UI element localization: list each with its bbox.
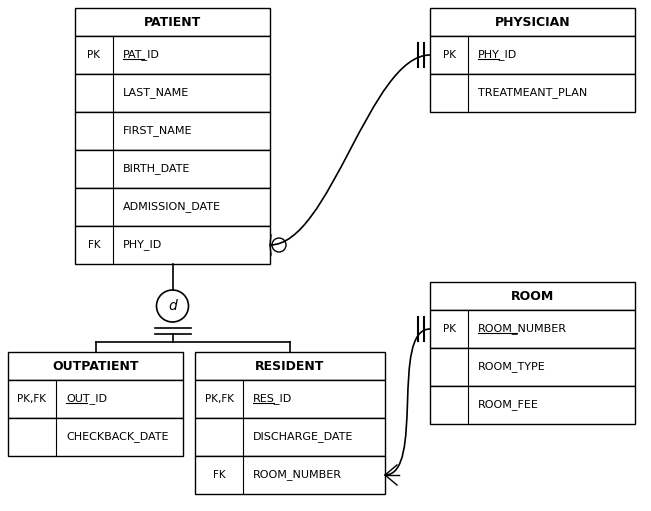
Text: CHECKBACK_DATE: CHECKBACK_DATE xyxy=(66,432,169,443)
Text: RESIDENT: RESIDENT xyxy=(255,360,325,373)
Bar xyxy=(75,74,270,112)
Bar xyxy=(75,150,270,188)
Text: PATIENT: PATIENT xyxy=(144,15,201,29)
Text: ADMISSION_DATE: ADMISSION_DATE xyxy=(123,201,221,213)
Text: OUT_ID: OUT_ID xyxy=(66,393,107,404)
Text: d: d xyxy=(168,299,177,313)
Text: RES_ID: RES_ID xyxy=(253,393,292,404)
Text: ROOM_NUMBER: ROOM_NUMBER xyxy=(253,470,342,480)
Text: FIRST_NAME: FIRST_NAME xyxy=(123,126,193,136)
Bar xyxy=(430,348,635,386)
Bar xyxy=(75,226,270,264)
Text: PHYSICIAN: PHYSICIAN xyxy=(495,15,570,29)
Bar xyxy=(195,380,385,418)
Text: PK: PK xyxy=(443,324,456,334)
Bar xyxy=(430,8,635,36)
Text: PK: PK xyxy=(87,50,100,60)
Text: OUTPATIENT: OUTPATIENT xyxy=(52,360,139,373)
Text: DISCHARGE_DATE: DISCHARGE_DATE xyxy=(253,432,353,443)
Bar xyxy=(195,456,385,494)
Text: ROOM_FEE: ROOM_FEE xyxy=(478,400,539,410)
Text: ROOM_TYPE: ROOM_TYPE xyxy=(478,362,546,373)
Bar xyxy=(195,352,385,380)
Text: PK,FK: PK,FK xyxy=(204,394,234,404)
Bar xyxy=(430,386,635,424)
Bar xyxy=(430,36,635,74)
Text: ROOM: ROOM xyxy=(511,290,554,303)
Bar xyxy=(8,380,183,418)
Bar xyxy=(430,74,635,112)
Text: TREATMEANT_PLAN: TREATMEANT_PLAN xyxy=(478,87,587,99)
Text: FK: FK xyxy=(213,470,225,480)
Text: PHY_ID: PHY_ID xyxy=(478,50,518,60)
Text: LAST_NAME: LAST_NAME xyxy=(123,87,189,99)
Text: PK,FK: PK,FK xyxy=(18,394,46,404)
Bar xyxy=(8,418,183,456)
Text: PAT_ID: PAT_ID xyxy=(123,50,160,60)
Bar xyxy=(75,112,270,150)
Bar xyxy=(195,418,385,456)
Text: PHY_ID: PHY_ID xyxy=(123,240,162,250)
Bar xyxy=(75,36,270,74)
Bar xyxy=(75,8,270,36)
Text: PK: PK xyxy=(443,50,456,60)
Bar xyxy=(8,352,183,380)
Text: BIRTH_DATE: BIRTH_DATE xyxy=(123,164,190,174)
Bar xyxy=(75,188,270,226)
Bar xyxy=(430,310,635,348)
Text: FK: FK xyxy=(88,240,100,250)
Bar xyxy=(430,282,635,310)
Text: ROOM_NUMBER: ROOM_NUMBER xyxy=(478,323,567,335)
